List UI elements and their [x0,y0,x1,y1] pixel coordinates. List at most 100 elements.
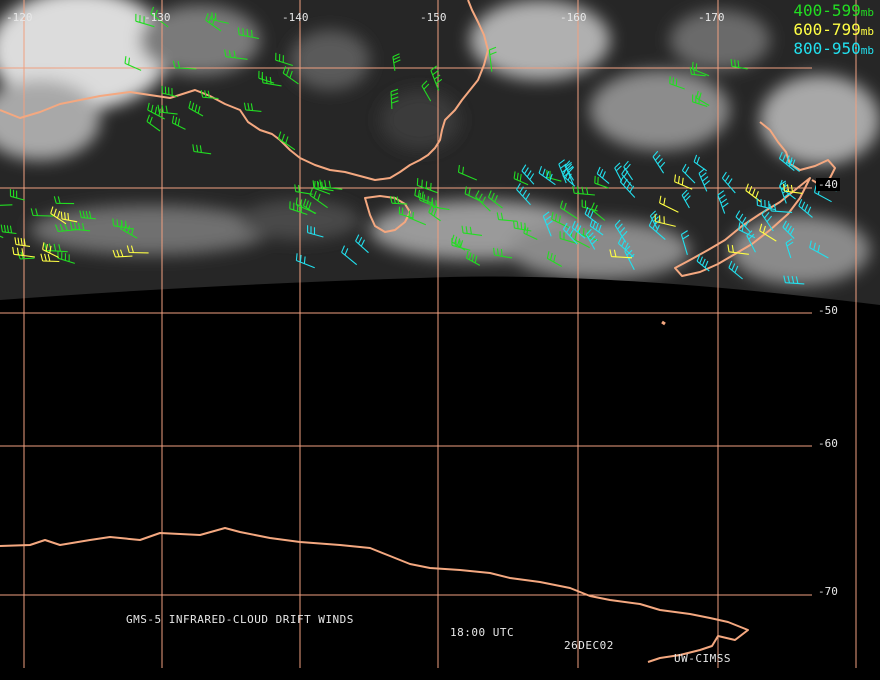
wind-barb [621,167,633,187]
caption-product: GMS-5 INFRARED-CLOUD DRIFT WINDS [126,613,354,626]
wind-barb [571,220,586,239]
wind-barb [759,223,777,242]
wind-barb [721,171,736,194]
wind-barb [559,231,579,245]
wind-barb [243,102,262,112]
wind-barb [649,210,661,230]
wind-barb [224,49,248,60]
wind-barb [275,52,293,67]
wind-barb [69,221,91,232]
wind-barb [783,275,805,285]
wind-barb [619,175,636,198]
legend-unit: mb [860,25,874,38]
lat-label-70: -70 [816,585,840,598]
wind-barb [421,80,432,102]
wind-barb [146,114,161,132]
tasmania-coast [364,195,411,233]
wind-barb [457,165,478,181]
wind-barb [112,249,133,258]
wind-barb [0,204,13,206]
wind-barb [341,245,358,266]
wind-barb [14,237,31,247]
legend-item-800-950: 800-950mb [793,40,874,59]
wind-barb [120,221,138,239]
wind-barb [648,218,666,241]
pressure-legend: 400-599mb 600-799mb 800-950mb [793,2,874,59]
legend-unit: mb [860,6,874,19]
wind-barb [171,115,186,130]
wind-barb [756,198,776,211]
wind-barb [461,225,483,236]
wind-barb [730,59,748,70]
wind-barb [809,240,829,259]
wind-barb [161,85,178,98]
legend-range: 600-799 [793,20,861,39]
wind-barb [523,226,538,240]
image-caption: GMS-5 INFRARED-CLOUD DRIFT WINDS 18:00 U… [0,600,880,678]
wind-barb [551,211,569,228]
wind-barb [769,203,793,213]
wind-barb [42,242,59,258]
wind-barb [589,218,604,236]
coastlines [0,0,836,663]
wind-barb [289,201,308,216]
wind-barb [496,212,518,222]
wind-barb [124,56,142,71]
wind-barb [135,13,155,28]
legend-unit: mb [860,44,874,57]
wind-barb [487,190,503,209]
wind-barb [565,161,574,185]
wind-barb [614,219,628,243]
wind-barb [79,210,96,220]
wind-barb [681,163,696,184]
wind-barb [430,65,443,91]
wind-barb [150,6,169,28]
wind-barb [157,104,178,115]
wind-barb [698,168,711,192]
wind-barb [594,175,609,189]
satellite-imagery [0,0,880,305]
wind-barb [30,208,54,217]
lon-label-160: -160 [560,11,587,24]
wind-barb [516,183,531,206]
wind-barb [40,253,60,263]
lat-label-60: -60 [816,437,840,450]
wind-barb [307,225,324,238]
wind-barb [617,236,634,258]
caption-time: 18:00 UTC [450,626,515,639]
wind-barb [559,200,578,220]
wind-barb [624,245,635,270]
wind-barb [44,243,68,253]
wind-barb [0,224,17,235]
wind-barb [475,190,491,212]
legend-range: 400-599 [793,1,861,20]
australia-coast [0,0,489,181]
wind-barb [258,70,275,84]
wind-barb [659,195,679,213]
wind-barb [696,254,710,272]
wind-barb [147,102,165,120]
lon-label-140: -140 [282,11,309,24]
wind-barb [564,160,575,181]
wind-barb [295,253,315,269]
wind-barb [785,238,794,259]
wind-barb [112,218,133,230]
wind-barb [728,260,743,280]
wind-barb [50,206,67,225]
wind-barb [558,159,570,184]
wind-barb [309,188,328,209]
wind-barb [680,230,690,255]
wind-barb [192,144,212,155]
wind-barb [746,230,756,253]
wind-barb [674,174,693,190]
wind-barb [778,151,795,172]
wind-barb [60,211,78,223]
wind-barb [319,179,343,190]
lat-lon-grid [0,0,857,668]
wind-barb [188,100,204,117]
legend-item-600-799: 600-799mb [793,21,874,40]
wind-barb [416,178,438,194]
wind-barb [691,61,710,77]
